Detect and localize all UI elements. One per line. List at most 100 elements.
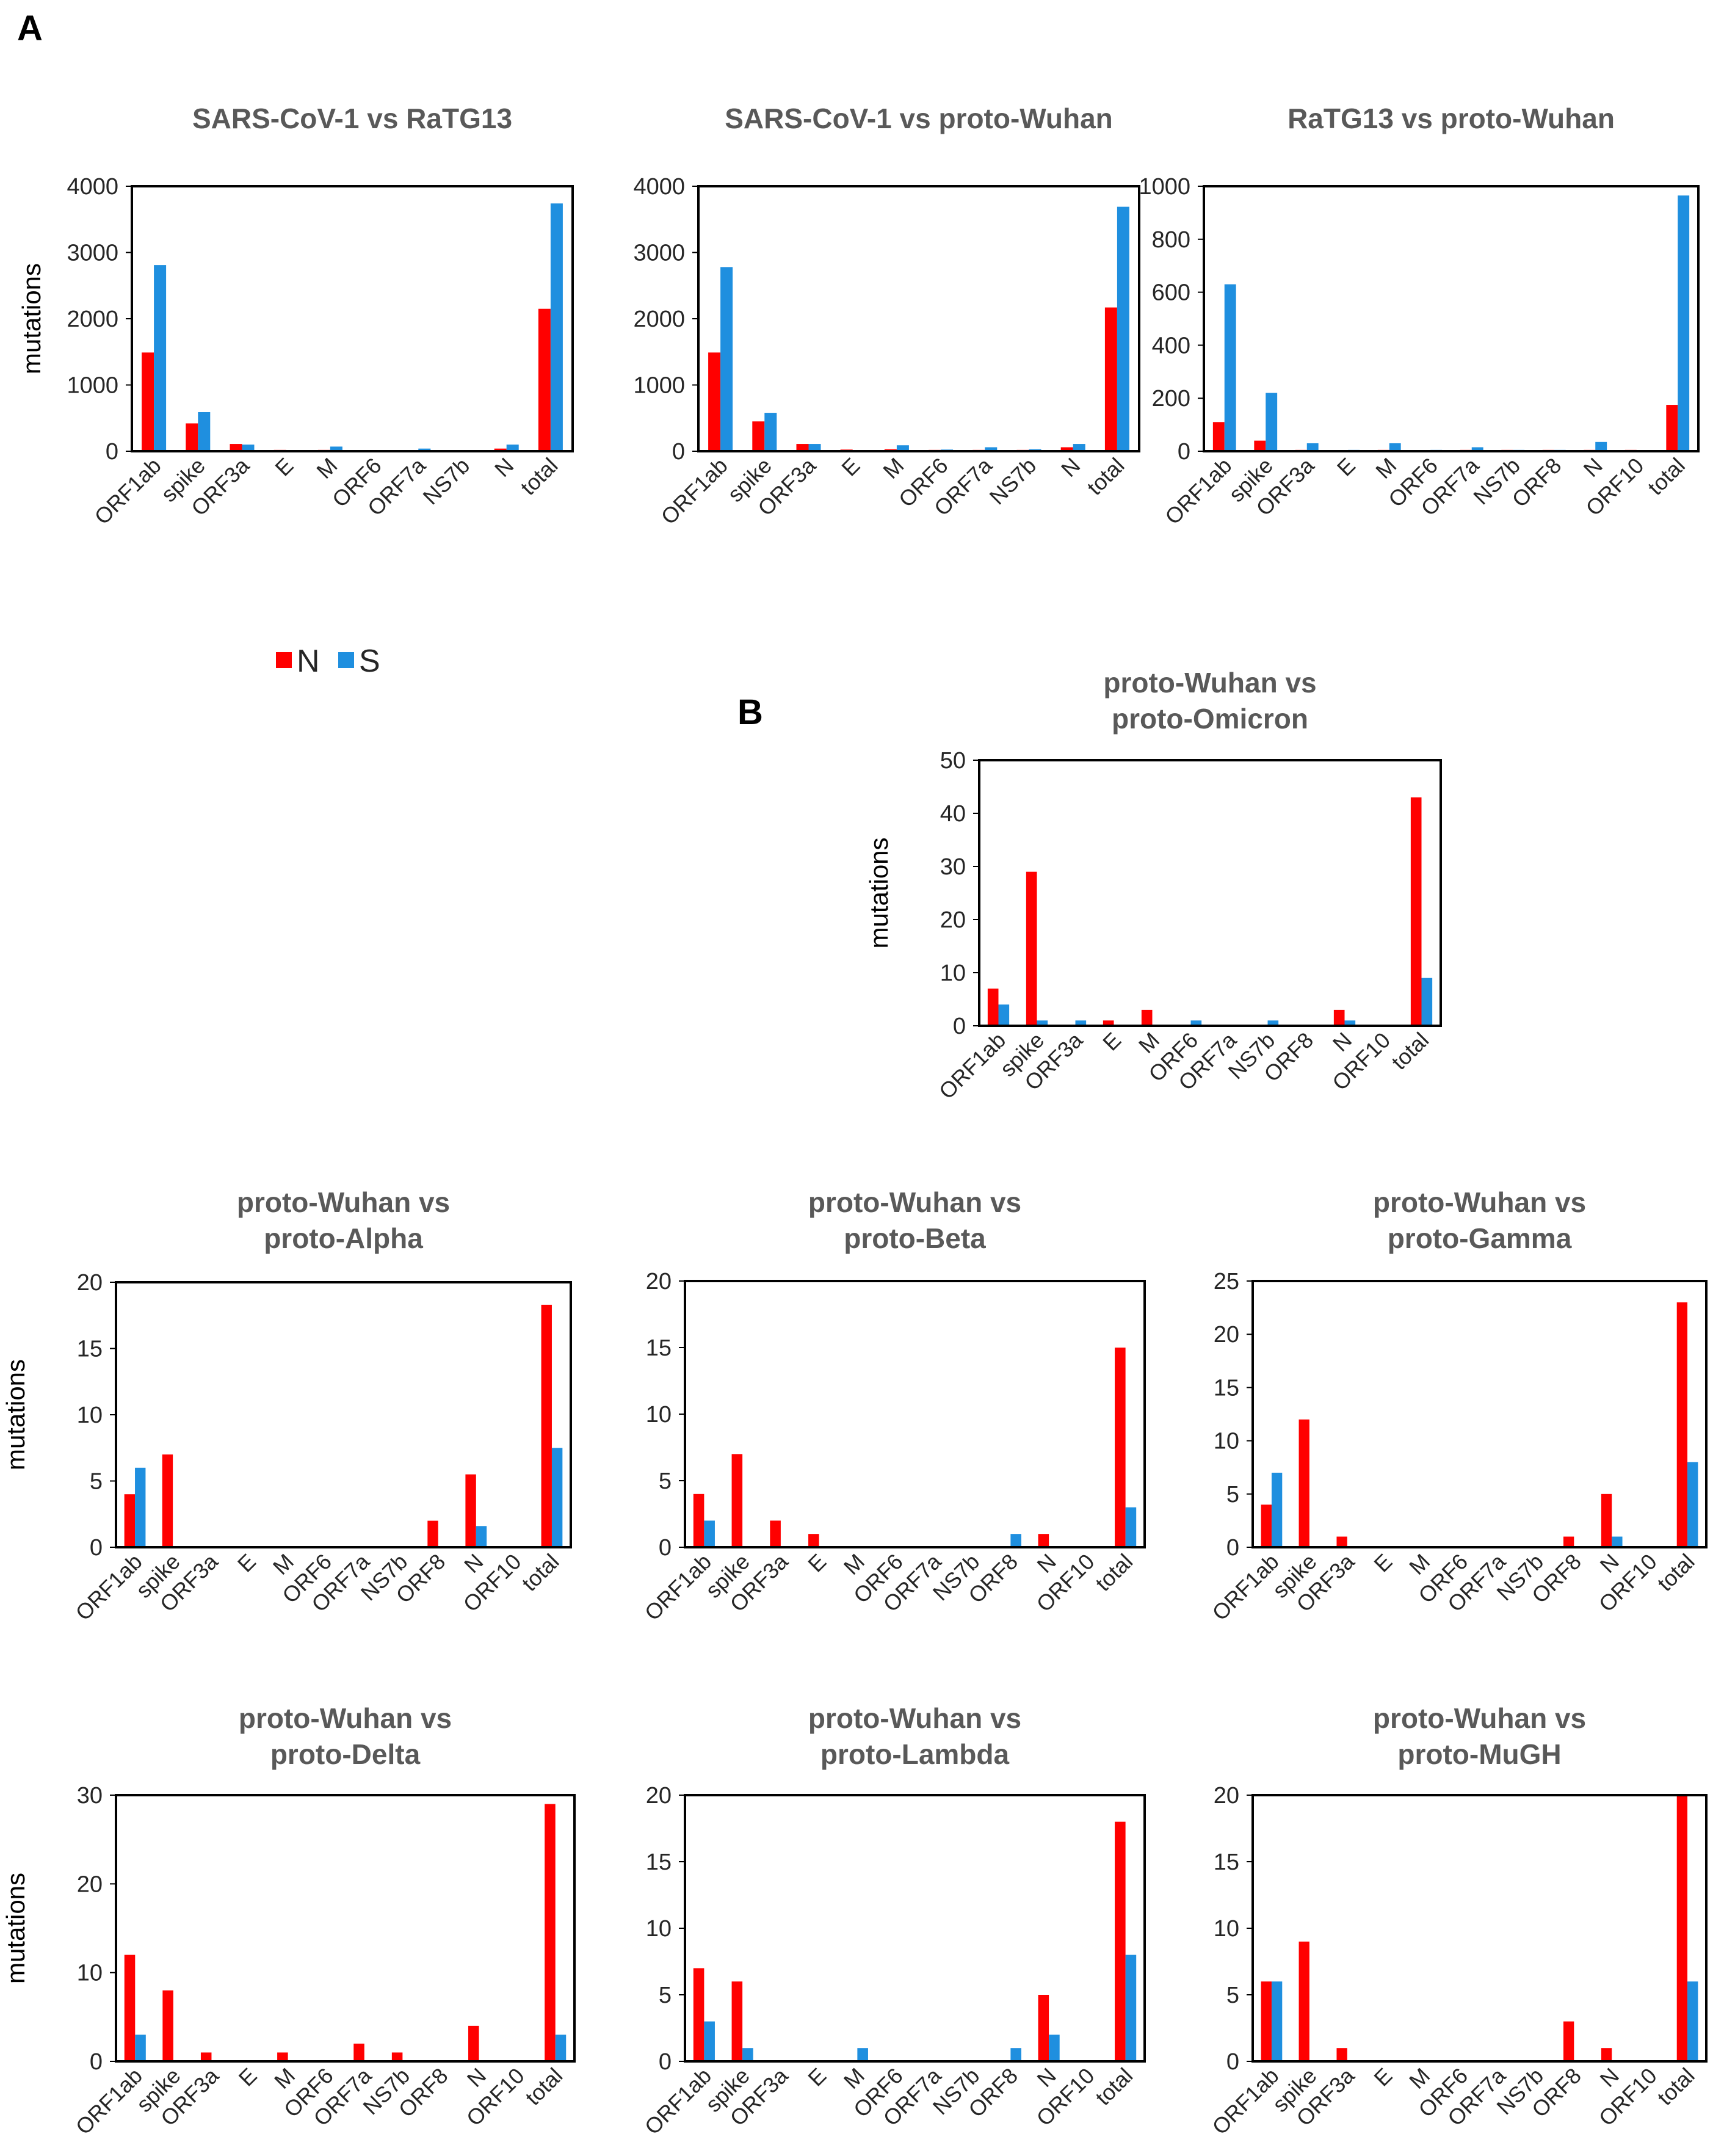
bar-n-orf8 xyxy=(427,1520,438,1547)
y-tick-label: 400 xyxy=(1152,333,1190,358)
bar-s-orf1ab xyxy=(1271,1981,1283,2061)
x-tick-label: M xyxy=(311,453,342,484)
x-tick-label: ORF1ab xyxy=(90,453,166,529)
chart-title: proto-Wuhan vs xyxy=(239,1702,452,1734)
bar-n-total xyxy=(538,308,551,451)
y-tick-label: 600 xyxy=(1152,280,1190,306)
bar-s-spike xyxy=(198,412,211,451)
plot-frame xyxy=(131,185,574,452)
y-tick-label: 0 xyxy=(659,1535,672,1561)
bar-s-n xyxy=(1073,444,1085,451)
x-tick-label: N xyxy=(1579,453,1607,482)
bar-n-orf8 xyxy=(1563,2021,1574,2061)
x-tick-label: M xyxy=(1371,453,1401,484)
bar-n-orf1ab xyxy=(1261,1504,1272,1547)
bar-s-ns7b xyxy=(1267,1020,1279,1026)
bar-s-orf7a xyxy=(1471,447,1483,451)
bar-n-n xyxy=(1060,447,1073,451)
chart-title: proto-Wuhan vs xyxy=(1373,1186,1586,1218)
x-tick-label: total xyxy=(1653,2063,1700,2110)
x-tick-label: E xyxy=(1369,2063,1397,2091)
chart-title: proto-Wuhan vs xyxy=(808,1702,1021,1734)
bar-s-n xyxy=(1344,1020,1356,1026)
bar-n-total xyxy=(545,1804,556,2061)
y-tick-label: 0 xyxy=(106,439,118,465)
panel-label-b: B xyxy=(737,692,763,732)
bar-n-total xyxy=(1676,1795,1688,2061)
x-tick-label: total xyxy=(1386,1028,1433,1075)
bar-s-m xyxy=(330,446,342,451)
y-axis-label: mutations xyxy=(1,1359,30,1470)
x-tick-label: E xyxy=(1332,453,1360,481)
bar-s-total xyxy=(1117,206,1129,451)
bar-s-orf3a xyxy=(242,445,255,451)
bar-n-total xyxy=(1676,1302,1688,1547)
plot-frame xyxy=(697,185,1140,452)
y-tick-label: 1000 xyxy=(1139,174,1190,200)
y-tick-label: 20 xyxy=(77,1270,103,1296)
y-tick-label: 15 xyxy=(77,1337,103,1362)
y-tick-label: 10 xyxy=(646,1402,672,1428)
bar-s-orf1ab xyxy=(135,1467,146,1547)
x-tick-label: E xyxy=(234,2063,262,2091)
chart-4: proto-Wuhan vs proto-Omicron 0 10 20 30 40 50 mu… xyxy=(864,667,1442,1104)
y-tick-label: 15 xyxy=(646,1335,672,1361)
bar-n-m xyxy=(277,2052,288,2061)
chart-title: proto-Beta xyxy=(844,1222,986,1254)
bar-n-n xyxy=(468,2025,479,2061)
chart-title: proto-MuGH xyxy=(1397,1738,1561,1770)
y-tick-label: 25 xyxy=(1214,1269,1239,1294)
y-axis-label: mutations xyxy=(17,263,46,374)
bar-s-n xyxy=(506,445,519,451)
y-tick-label: 0 xyxy=(953,1014,966,1039)
x-tick-label: E xyxy=(836,453,864,481)
bar-n-orf1ab xyxy=(1261,1981,1272,2061)
bar-n-orf1ab xyxy=(142,352,154,451)
plot-frame xyxy=(1251,1794,1708,2063)
bar-s-orf7a xyxy=(985,447,998,451)
bar-s-m xyxy=(1389,443,1401,451)
y-tick-label: 0 xyxy=(90,2049,103,2075)
y-tick-label: 10 xyxy=(940,960,966,986)
bar-s-total xyxy=(1421,978,1433,1026)
chart-title: SARS-CoV-1 vs RaTG13 xyxy=(192,103,512,134)
bar-n-spike xyxy=(752,421,765,451)
bar-s-spike xyxy=(764,413,777,451)
y-tick-label: 15 xyxy=(1214,1375,1239,1401)
x-tick-label: E xyxy=(1369,1549,1397,1577)
y-axis-label: mutations xyxy=(864,837,893,948)
chart-title: RaTG13 vs proto-Wuhan xyxy=(1288,103,1615,134)
y-tick-label: 5 xyxy=(1226,1983,1239,2008)
bar-n-orf1ab xyxy=(124,1955,136,2061)
x-tick-label: N xyxy=(1056,453,1085,482)
bar-n-m xyxy=(1141,1009,1153,1026)
x-tick-label: M xyxy=(878,453,908,484)
chart-title: proto-Wuhan vs xyxy=(808,1186,1021,1218)
bar-n-total xyxy=(1666,405,1678,451)
chart-title: proto-Wuhan vs xyxy=(1103,667,1316,699)
bar-n-spike xyxy=(1254,440,1266,451)
y-tick-label: 0 xyxy=(1178,439,1190,465)
bar-s-orf1ab xyxy=(998,1004,1010,1026)
x-tick-label: E xyxy=(803,1549,831,1577)
plot-frame xyxy=(978,759,1442,1027)
y-tick-label: 10 xyxy=(1214,1429,1239,1454)
legend-swatch-n xyxy=(276,652,292,668)
chart-title: proto-Wuhan vs xyxy=(1373,1702,1586,1734)
y-tick-label: 0 xyxy=(672,439,685,465)
x-tick-label: NS7b xyxy=(984,453,1041,510)
y-tick-label: 15 xyxy=(1214,1849,1239,1875)
bar-s-total xyxy=(551,1448,563,1547)
bar-s-total xyxy=(1687,1462,1698,1547)
y-tick-label: 3000 xyxy=(633,241,685,266)
bar-n-ns7b xyxy=(391,2052,403,2061)
bar-n-orf1ab xyxy=(124,1494,136,1547)
x-tick-label: total xyxy=(1090,1549,1137,1596)
bar-n-orf8 xyxy=(1563,1536,1574,1547)
bar-n-total xyxy=(1104,307,1117,451)
bar-s-total xyxy=(1687,1981,1698,2061)
bar-s-n xyxy=(1049,2034,1060,2061)
x-tick-label: total xyxy=(1653,1549,1700,1596)
bar-s-total xyxy=(550,203,563,451)
bar-s-orf6 xyxy=(1190,1020,1202,1026)
